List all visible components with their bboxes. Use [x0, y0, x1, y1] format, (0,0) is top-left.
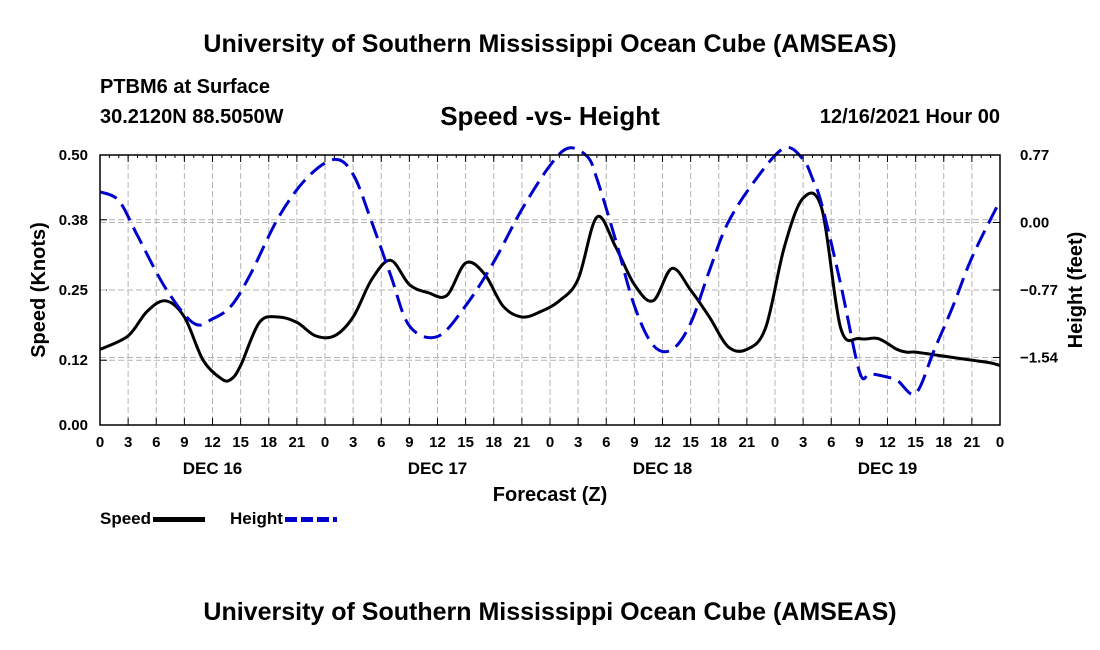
y-tick-label: 0.00: [59, 417, 88, 434]
x-tick-label: 15: [682, 434, 699, 451]
legend-height: Height: [230, 509, 337, 529]
speed-series-line: [99, 191, 1001, 383]
station-coordinates: 30.2120N 88.5050W: [100, 106, 284, 128]
x-tick-label: 9: [855, 434, 863, 451]
x-tick-label: 18: [485, 434, 502, 451]
x-tick-label: 6: [377, 434, 385, 451]
y2-tick-label: −0.77: [1020, 282, 1058, 299]
x-tick-label: 0: [546, 434, 554, 451]
x-tick-label: 3: [574, 434, 582, 451]
x-tick-label: 6: [827, 434, 835, 451]
x-tick-label: 0: [96, 434, 104, 451]
y-tick-label: 0.50: [59, 147, 88, 164]
x-tick-label: 18: [935, 434, 952, 451]
x-tick-label: 0: [771, 434, 779, 451]
y2-tick-label: −1.54: [1020, 350, 1059, 367]
legend-speed-label: Speed: [100, 509, 152, 528]
chart-title: University of Southern Mississippi Ocean…: [203, 30, 897, 58]
day-label: DEC 19: [858, 459, 918, 478]
x-tick-label: 21: [964, 434, 981, 451]
y2-axis-title: Height (feet): [1065, 232, 1087, 349]
x-tick-label: 3: [349, 434, 357, 451]
x-tick-label: 21: [739, 434, 756, 451]
station-label: PTBM6 at Surface: [100, 76, 271, 98]
legend-height-swatch: [284, 516, 337, 522]
x-tick-label: 15: [457, 434, 474, 451]
y-tick-label: 0.12: [59, 352, 88, 369]
x-tick-label: 9: [630, 434, 638, 451]
x-tick-label: 12: [429, 434, 446, 451]
height-series-line: [99, 145, 1002, 396]
x-tick-label: 3: [799, 434, 807, 451]
forecast-datetime: 12/16/2021 Hour 00: [819, 106, 1000, 128]
y-tick-label: 0.38: [59, 212, 88, 229]
y2-tick-label: 0.77: [1020, 147, 1049, 164]
legend-height-label: Height: [230, 509, 283, 528]
y2-tick-label: 0.00: [1020, 215, 1049, 232]
x-tick-label: 21: [514, 434, 531, 451]
footer-title: University of Southern Mississippi Ocean…: [203, 598, 897, 626]
x-tick-label: 9: [405, 434, 413, 451]
x-tick-label: 6: [602, 434, 610, 451]
x-tick-label: 21: [289, 434, 306, 451]
x-tick-label: 15: [907, 434, 924, 451]
day-label: DEC 17: [408, 459, 468, 478]
y-axis-title: Speed (Knots): [28, 222, 50, 358]
legend-speed-swatch: [153, 516, 206, 522]
x-tick-label: 3: [124, 434, 132, 451]
x-tick-label: 18: [710, 434, 727, 451]
x-tick-label: 0: [321, 434, 329, 451]
day-label: DEC 18: [633, 459, 693, 478]
x-tick-label: 12: [654, 434, 671, 451]
x-tick-label: 9: [180, 434, 188, 451]
day-label: DEC 16: [183, 459, 243, 478]
x-tick-label: 6: [152, 434, 160, 451]
x-tick-label: 0: [996, 434, 1004, 451]
plot-frame: [99, 154, 1001, 426]
speed-height-chart: 0 3 6 9 12 15 18 21 0 3 6 9 12 15 18 21 0 3 6 9 12 15 18 21 0 3 6 9…: [28, 145, 1087, 506]
x-axis-title: Forecast (Z): [493, 484, 607, 506]
x-tick-label: 12: [879, 434, 896, 451]
chart-subtitle: Speed -vs- Height: [440, 101, 660, 131]
x-tick-label: 18: [260, 434, 277, 451]
x-tick-label: 12: [204, 434, 221, 451]
legend-speed: Speed: [100, 509, 206, 529]
x-tick-label: 15: [232, 434, 249, 451]
y-tick-label: 0.25: [59, 282, 88, 299]
